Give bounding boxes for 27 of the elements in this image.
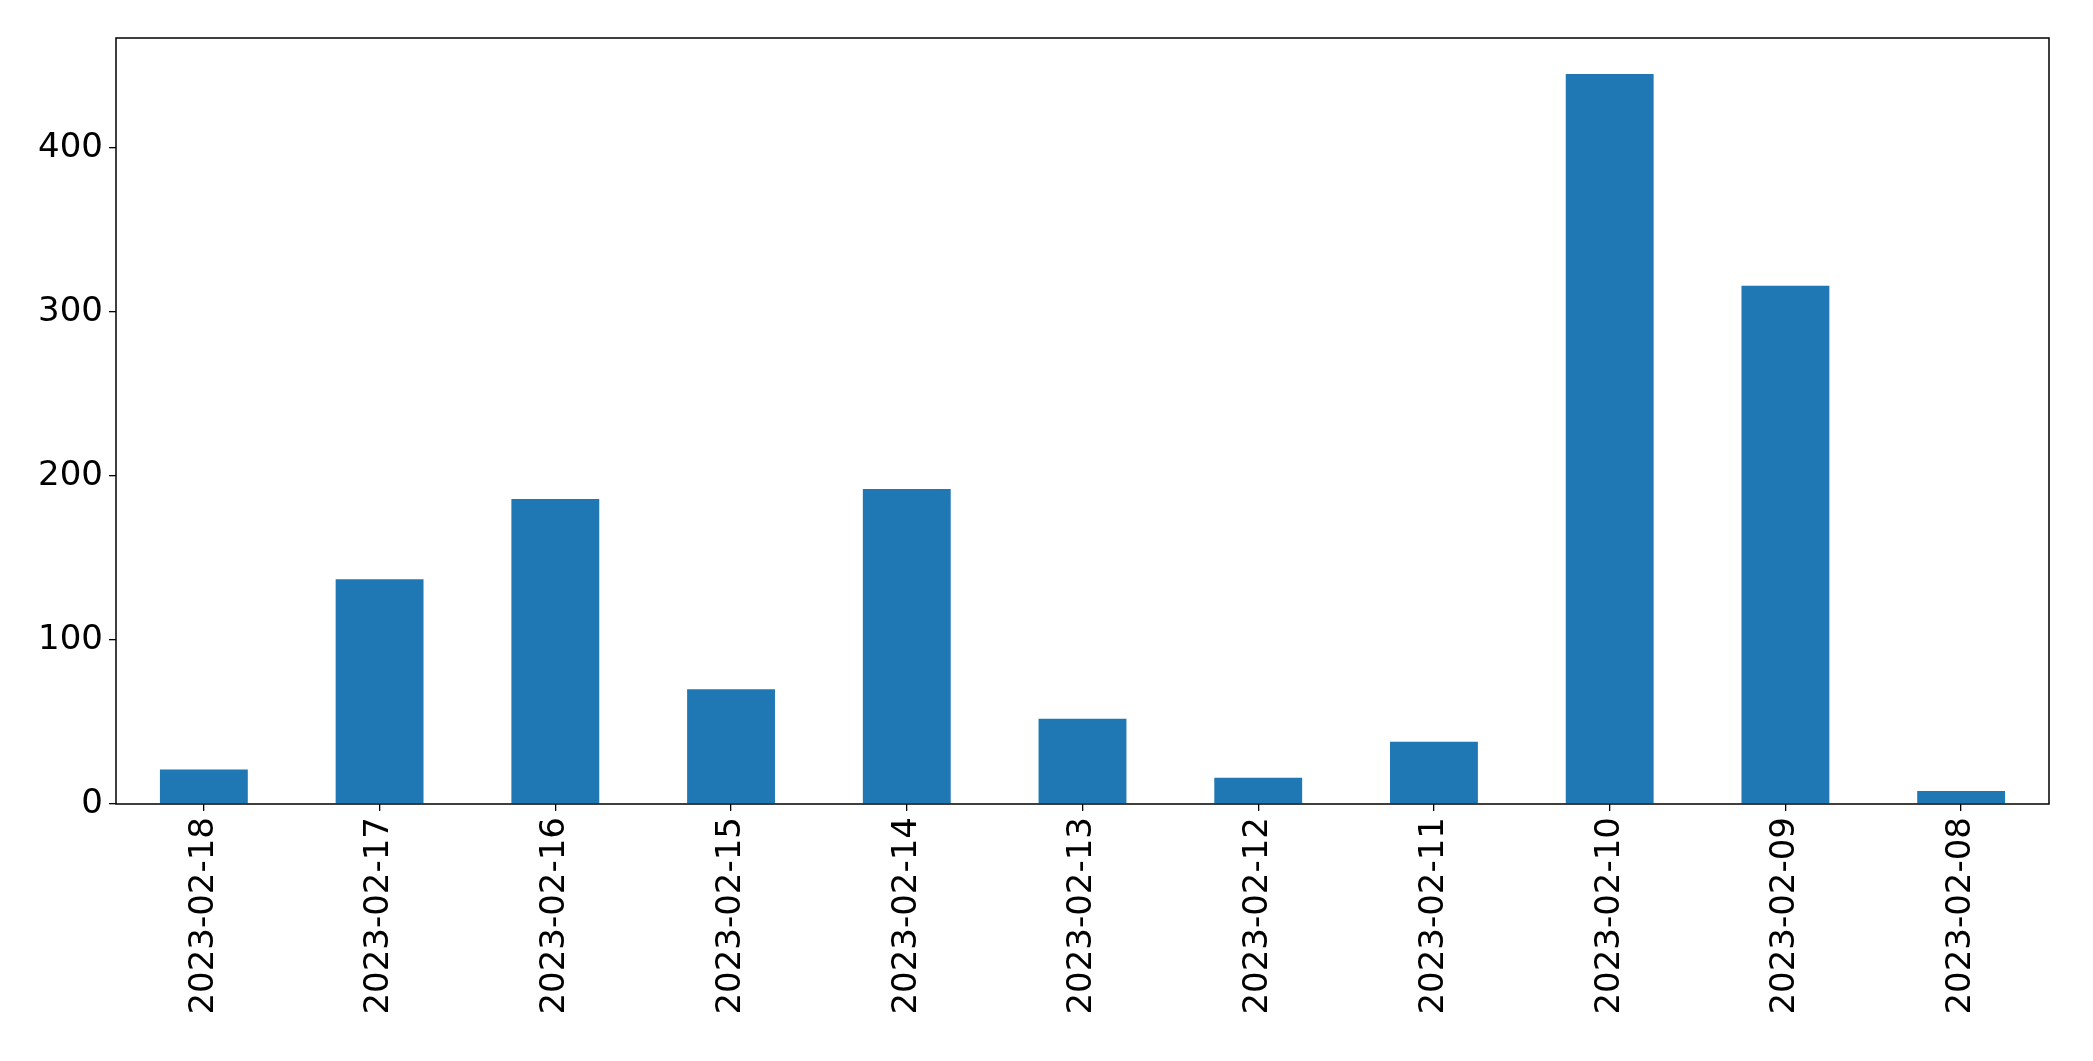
x-tick-label: 2023-02-09 (1762, 817, 1803, 1015)
y-tick-label: 300 (38, 288, 103, 329)
x-tick-label: 2023-02-10 (1586, 817, 1627, 1015)
x-tick-label: 2023-02-16 (532, 817, 573, 1015)
bar (1917, 790, 2006, 804)
bar (335, 579, 424, 804)
bar (862, 489, 951, 804)
bar (159, 769, 248, 804)
y-tick-label: 100 (38, 616, 103, 657)
bar (1214, 777, 1303, 804)
x-tick-label: 2023-02-08 (1937, 817, 1978, 1015)
bar (1565, 74, 1654, 804)
bar (1741, 285, 1830, 804)
bar (1038, 718, 1127, 804)
bar (687, 689, 775, 804)
x-tick-label: 2023-02-12 (1235, 817, 1276, 1015)
x-tick-label: 2023-02-13 (1059, 817, 1100, 1015)
x-tick-label: 2023-02-15 (707, 817, 748, 1015)
x-tick-label: 2023-02-14 (883, 817, 924, 1015)
y-tick-label: 400 (38, 124, 103, 165)
bar (511, 498, 600, 804)
bar (1390, 741, 1478, 804)
x-tick-label: 2023-02-18 (180, 817, 221, 1015)
y-tick-label: 0 (81, 780, 103, 821)
y-tick-label: 200 (38, 452, 103, 493)
x-tick-label: 2023-02-17 (356, 817, 397, 1015)
x-tick-label: 2023-02-11 (1410, 817, 1451, 1015)
